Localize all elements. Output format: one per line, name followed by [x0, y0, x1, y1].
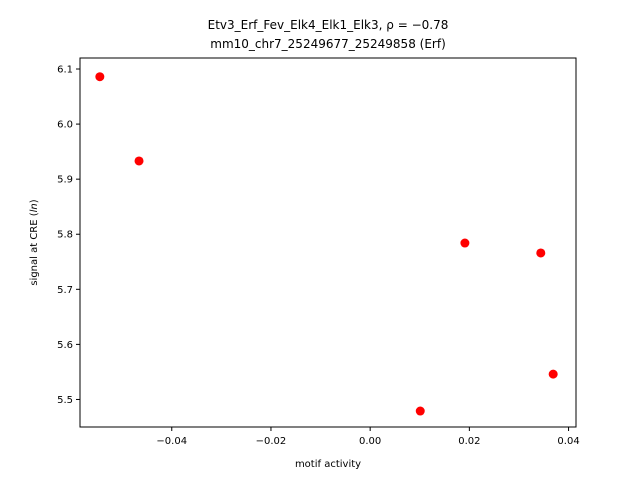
chart-title-line2: mm10_chr7_25249677_25249858 (Erf) — [210, 37, 446, 51]
data-point — [134, 156, 144, 166]
chart-title-line1: Etv3_Erf_Fev_Elk4_Elk1_Elk3, ρ = −0.78 — [208, 18, 449, 32]
x-tick-label: −0.04 — [156, 436, 187, 447]
plot-frame — [79, 57, 577, 428]
data-point — [95, 72, 105, 82]
y-tick-label: 5.6 — [57, 340, 73, 351]
y-axis-label: signal at CRE (ln) — [29, 199, 40, 285]
y-tick-label: 5.8 — [57, 230, 73, 241]
data-point — [536, 248, 546, 258]
y-tick-label: 5.5 — [57, 395, 73, 406]
y-tick-label: 6.1 — [57, 65, 73, 76]
data-point — [460, 238, 470, 248]
y-tick-label: 5.7 — [57, 285, 73, 296]
data-point — [415, 406, 425, 416]
x-tick-label: −0.02 — [256, 436, 287, 447]
x-axis-label: motif activity — [295, 459, 361, 470]
plot-area: −0.04 −0.02 0.00 0.02 0.04 5.5 5.6 5.7 5.8 5.9 6.0… — [57, 65, 580, 447]
y-tick-label: 6.0 — [57, 120, 73, 131]
x-tick-label: 0.04 — [557, 436, 579, 447]
y-tick-label: 5.9 — [57, 175, 73, 186]
x-tick-label: 0.00 — [359, 436, 381, 447]
x-tick-label: 0.02 — [458, 436, 480, 447]
data-point — [548, 369, 558, 379]
